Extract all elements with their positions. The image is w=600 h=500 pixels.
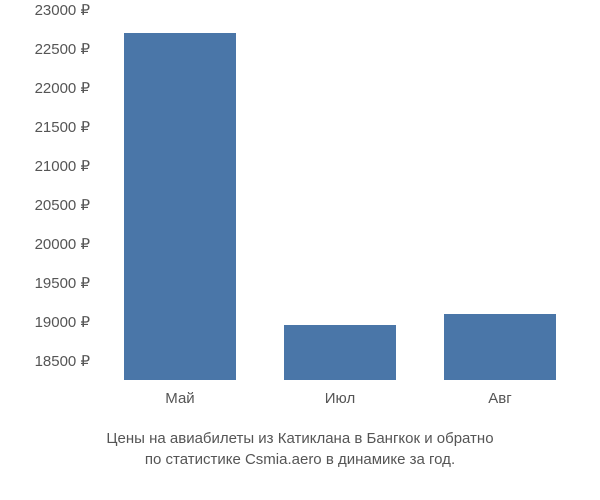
y-tick-label: 19500 ₽ <box>35 274 90 292</box>
bars-group <box>100 10 580 380</box>
chart-container: 18500 ₽ 19000 ₽ 19500 ₽ 20000 ₽ 20500 ₽ 21000… <box>0 0 600 500</box>
plot-area <box>100 10 580 380</box>
x-axis: Май Июл Авг <box>100 385 580 415</box>
x-tick-label: Авг <box>488 390 511 407</box>
y-tick-label: 23000 ₽ <box>35 1 90 19</box>
x-tick-label: Май <box>165 390 194 407</box>
y-tick-label: 20000 ₽ <box>35 235 90 253</box>
y-tick-label: 22500 ₽ <box>35 40 90 58</box>
x-tick-label: Июл <box>325 390 355 407</box>
caption-line-2: по статистике Csmia.aero в динамике за г… <box>0 449 600 470</box>
y-tick-label: 21500 ₽ <box>35 118 90 136</box>
y-tick-label: 18500 ₽ <box>35 352 90 370</box>
caption-line-1: Цены на авиабилеты из Катиклана в Бангко… <box>0 428 600 449</box>
bar <box>124 33 236 380</box>
chart-caption: Цены на авиабилеты из Катиклана в Бангко… <box>0 428 600 470</box>
bar <box>444 314 556 380</box>
y-axis: 18500 ₽ 19000 ₽ 19500 ₽ 20000 ₽ 20500 ₽ 21000… <box>0 10 95 380</box>
y-tick-label: 19000 ₽ <box>35 313 90 331</box>
y-tick-label: 20500 ₽ <box>35 196 90 214</box>
y-tick-label: 21000 ₽ <box>35 157 90 175</box>
y-tick-label: 22000 ₽ <box>35 79 90 97</box>
bar <box>284 325 396 380</box>
